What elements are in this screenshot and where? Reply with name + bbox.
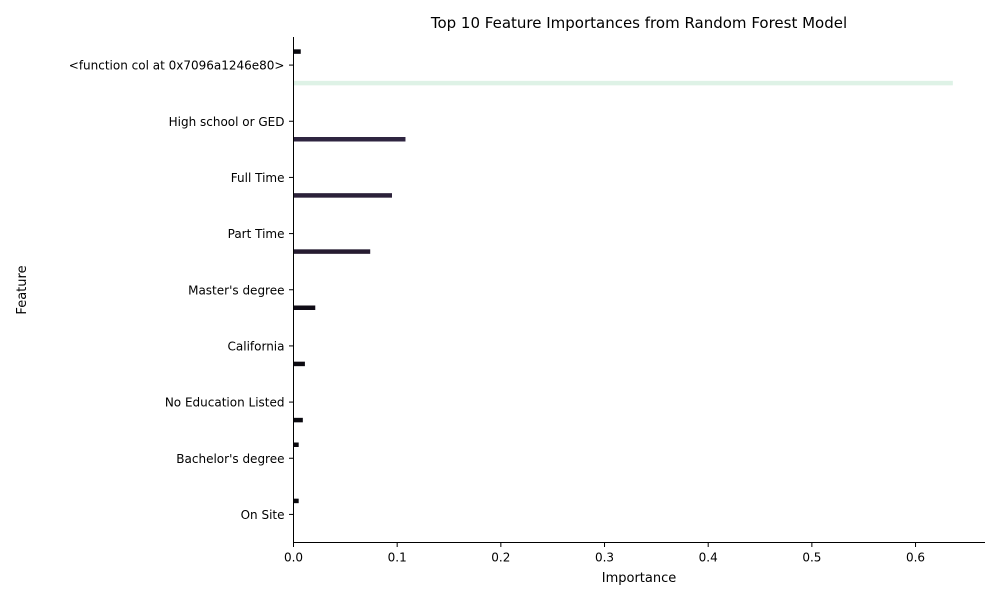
y-tick-label: California	[228, 339, 285, 353]
y-tick-label: Part Time	[228, 227, 285, 241]
bar-6-1	[293, 417, 303, 423]
y-tick-label: On Site	[241, 508, 285, 522]
x-tick-label: 0.5	[802, 551, 821, 565]
bars-layer	[293, 49, 953, 504]
x-tick-label: 0.2	[491, 551, 510, 565]
bar-4-1	[293, 305, 316, 310]
x-tick-label: 0.1	[388, 551, 407, 565]
bar-8-0	[293, 498, 299, 504]
x-ticks: 0.0 0.1 0.2 0.3 0.4 0.5 0.6	[284, 542, 925, 565]
y-axis-label: Feature	[15, 265, 30, 314]
y-tick-label: Full Time	[231, 171, 285, 185]
y-ticks: <function col at 0x7096a1246e80> High sch…	[69, 59, 294, 522]
y-tick-label: High school or GED	[169, 115, 285, 129]
y-tick-label: No Education Listed	[165, 396, 285, 410]
x-tick-label: 0.6	[906, 551, 925, 565]
bar-5-1	[293, 361, 305, 367]
x-axis-label: Importance	[602, 571, 677, 586]
bar-2-1	[293, 193, 392, 198]
bar-3-1	[293, 249, 371, 254]
bar-0-1	[293, 80, 953, 86]
x-tick-label: 0.4	[699, 551, 718, 565]
bar-1-1	[293, 137, 406, 142]
axes-layer	[293, 37, 985, 543]
y-tick-label: <function col at 0x7096a1246e80>	[69, 59, 285, 73]
y-tick-label: Bachelor's degree	[176, 452, 284, 466]
chart-title: Top 10 Feature Importances from Random F…	[430, 14, 847, 32]
x-tick-label: 0.3	[595, 551, 614, 565]
x-tick-label: 0.0	[284, 551, 303, 565]
y-tick-label: Master's degree	[188, 283, 284, 297]
bar-0-0	[293, 49, 301, 54]
bar-7-0	[293, 442, 299, 447]
